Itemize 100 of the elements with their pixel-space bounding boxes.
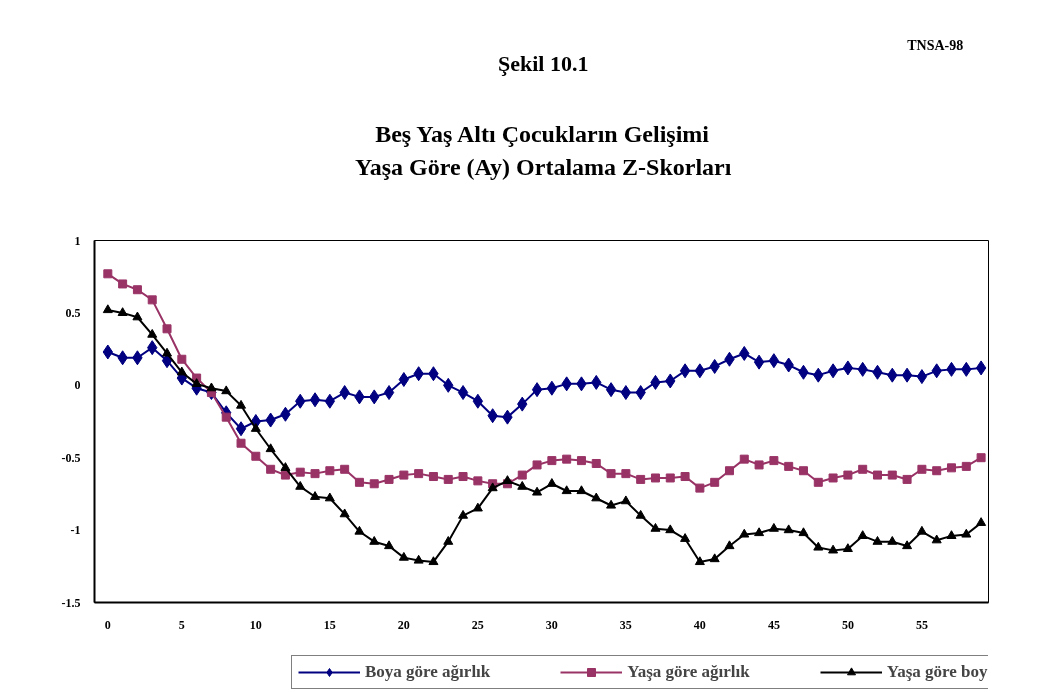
point <box>606 499 617 509</box>
point <box>176 366 187 376</box>
point <box>724 540 735 550</box>
point <box>650 473 660 483</box>
point <box>280 462 291 471</box>
point <box>502 475 513 484</box>
point <box>576 456 586 466</box>
point <box>947 463 956 473</box>
point <box>162 324 172 334</box>
point <box>887 535 898 545</box>
point <box>857 530 868 539</box>
x-tick-label: 30 <box>545 617 558 632</box>
point <box>531 382 543 398</box>
x-tick-label: 5 <box>178 617 185 632</box>
point <box>694 556 705 566</box>
point <box>562 454 572 464</box>
point <box>472 393 484 409</box>
point <box>828 473 838 483</box>
text: TNSA-98 <box>907 38 964 53</box>
legend-label: Yaşa göre boy <box>886 662 988 682</box>
point <box>221 412 231 422</box>
point <box>266 464 276 474</box>
x-tick-label: 25 <box>471 617 484 632</box>
point <box>325 466 335 476</box>
point <box>946 530 957 539</box>
point <box>813 477 823 487</box>
point <box>354 477 364 487</box>
point <box>931 534 942 544</box>
point <box>768 522 779 532</box>
point <box>621 469 631 479</box>
point <box>295 467 305 477</box>
point <box>887 470 897 480</box>
point <box>679 363 691 379</box>
point <box>547 456 557 466</box>
point <box>280 470 290 480</box>
point <box>754 460 764 470</box>
point <box>117 307 128 316</box>
point <box>872 535 883 545</box>
point <box>340 464 350 474</box>
x-tick-label: 40 <box>693 617 706 632</box>
chart-subtitle: Beş Yaş Altı Çocukların Gelişimi Yaşa Göre (Ay) Ortalama Z-Skorları <box>354 120 732 180</box>
point <box>132 311 143 321</box>
point <box>517 480 528 490</box>
point <box>843 470 853 480</box>
point <box>917 464 927 474</box>
point <box>961 461 971 471</box>
x-tick-label: 15 <box>323 617 336 632</box>
point <box>858 464 868 474</box>
point <box>916 525 927 535</box>
point <box>517 470 527 480</box>
point <box>753 354 765 370</box>
point <box>561 485 572 495</box>
point <box>680 533 691 542</box>
point <box>236 438 246 448</box>
x-tick-label: 20 <box>397 617 410 632</box>
point <box>236 399 247 409</box>
point <box>798 466 808 476</box>
point <box>369 479 379 489</box>
point <box>694 363 706 379</box>
point <box>872 470 882 480</box>
point <box>961 528 972 538</box>
point <box>783 524 794 534</box>
point <box>295 480 306 490</box>
point <box>147 328 158 338</box>
point <box>309 392 321 408</box>
point <box>399 470 409 480</box>
point <box>398 551 409 561</box>
point <box>576 485 587 495</box>
point <box>473 476 483 486</box>
point <box>813 541 824 551</box>
point <box>827 363 839 379</box>
point <box>324 492 335 502</box>
point <box>546 478 557 487</box>
point <box>251 451 261 461</box>
point <box>606 469 616 479</box>
point <box>546 380 558 396</box>
point <box>206 382 217 392</box>
x-tick-label: 10 <box>249 617 262 632</box>
point <box>132 285 142 295</box>
x-tick-label: 35 <box>619 617 632 632</box>
point <box>842 360 854 376</box>
legend-label: Yaşa göre ağırlık <box>627 662 750 682</box>
point <box>398 372 410 388</box>
point <box>443 535 454 545</box>
point <box>916 369 928 385</box>
point <box>414 469 424 479</box>
point <box>769 456 779 466</box>
point <box>784 461 794 471</box>
y-tick-label: -0.5 <box>61 450 81 465</box>
point <box>103 269 113 279</box>
y-tick-label: 1 <box>74 233 81 248</box>
point <box>754 527 765 537</box>
point <box>739 528 750 538</box>
point <box>605 382 617 398</box>
point <box>976 453 986 463</box>
point <box>250 423 261 432</box>
y-tick-label: 0 <box>74 378 81 393</box>
legend-label: Boya göre ağırlık <box>365 662 491 682</box>
point <box>324 393 336 409</box>
point <box>118 279 128 289</box>
